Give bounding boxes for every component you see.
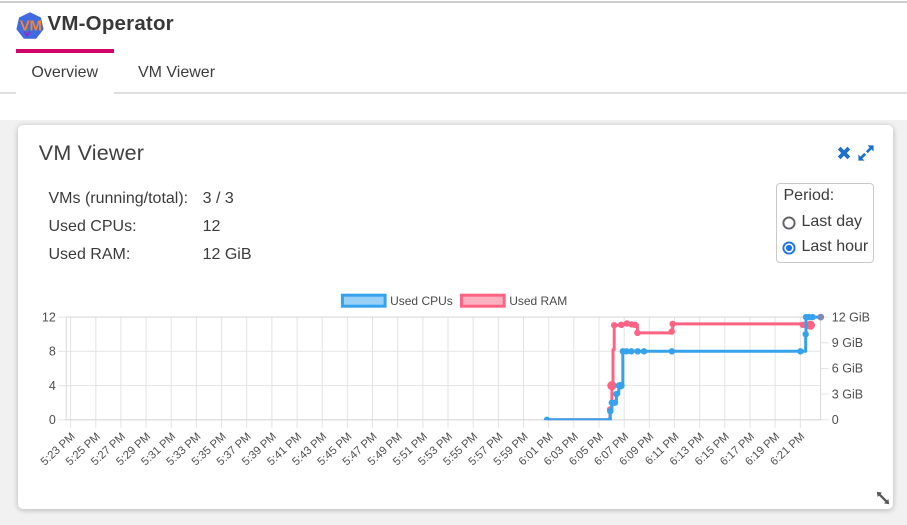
svg-text:VM: VM bbox=[19, 18, 41, 35]
svg-text:4: 4 bbox=[49, 379, 56, 393]
svg-text:3 GiB: 3 GiB bbox=[832, 387, 863, 401]
svg-text:Used CPUs: Used CPUs bbox=[390, 294, 453, 308]
svg-text:0: 0 bbox=[49, 413, 56, 427]
svg-text:12 GiB: 12 GiB bbox=[832, 310, 870, 324]
svg-text:6 GiB: 6 GiB bbox=[832, 362, 863, 376]
svg-text:0: 0 bbox=[832, 413, 839, 427]
svg-text:12: 12 bbox=[42, 310, 56, 324]
svg-text:Used RAM: Used RAM bbox=[509, 294, 567, 308]
svg-text:9 GiB: 9 GiB bbox=[832, 336, 863, 350]
svg-text:8: 8 bbox=[49, 345, 56, 359]
